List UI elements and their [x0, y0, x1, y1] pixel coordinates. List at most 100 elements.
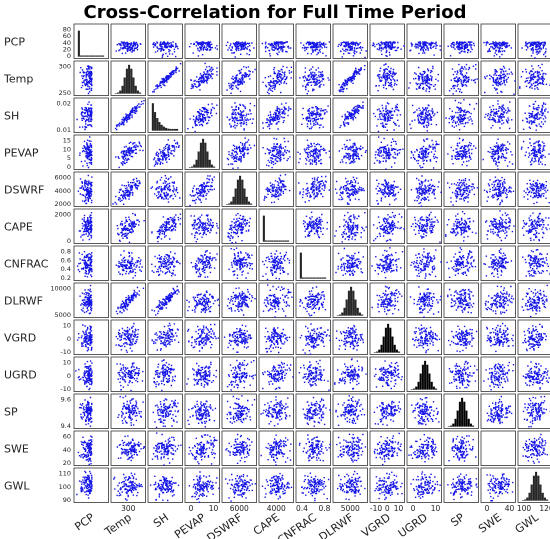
y-tick-label: 2000	[54, 211, 71, 219]
scatter-points	[373, 432, 402, 466]
x-tick-label: -10	[370, 504, 382, 513]
cell-SWE-PCP	[73, 430, 109, 466]
histogram-bar	[419, 373, 422, 390]
scatter-points	[115, 286, 145, 315]
cell-DLRWF-VGRD	[369, 282, 405, 318]
cell-frame	[184, 282, 220, 318]
scatter-points	[262, 102, 292, 130]
histogram-bar	[341, 312, 344, 316]
cell-DLRWF-SH	[147, 282, 183, 318]
histogram-bar	[306, 277, 309, 279]
scatter-points	[301, 105, 329, 130]
cell-SH-PCP	[73, 97, 109, 133]
histogram-bar	[121, 85, 124, 94]
cell-CAPE-PCP	[73, 208, 109, 244]
scatter-points	[484, 100, 513, 130]
x-tick-label: 10	[431, 504, 441, 513]
histogram-bar	[421, 364, 424, 390]
histogram-bar	[352, 290, 355, 316]
cell-GWL-DLRWF	[332, 467, 368, 503]
scatter-points	[189, 41, 218, 57]
scatter-points	[150, 175, 181, 203]
cell-DSWRF-CNFRAC	[295, 171, 331, 207]
cell-frame	[480, 356, 516, 392]
cell-frame	[332, 467, 368, 503]
histogram-bar	[162, 126, 165, 131]
cell-VGRD-CAPE	[258, 319, 294, 355]
cell-DSWRF-CAPE	[258, 171, 294, 207]
scatter-points	[410, 471, 441, 499]
x-tick-label: 10	[394, 504, 404, 513]
cell-SWE-SWE	[480, 430, 516, 466]
cell-DLRWF-SP	[443, 282, 479, 318]
cell-GWL-DSWRF	[221, 467, 257, 503]
cell-DSWRF-UGRD	[406, 171, 442, 207]
cell-PEVAP-DSWRF	[221, 134, 257, 170]
cell-Temp-GWL	[517, 60, 550, 96]
histogram-bar	[173, 128, 176, 131]
scatter-points	[339, 101, 364, 129]
scatter-points	[153, 139, 180, 167]
cell-frame	[443, 208, 479, 244]
histogram-bar	[247, 201, 250, 205]
y-tick-label: 5000	[54, 311, 71, 319]
cell-frame	[110, 134, 146, 170]
histogram-bar	[354, 299, 357, 316]
x-tick-label: 0.8	[319, 504, 331, 513]
histogram-bar	[282, 240, 285, 242]
histogram-bar	[136, 90, 139, 94]
cell-frame	[517, 356, 550, 392]
scatter-points	[151, 322, 180, 351]
cell-DLRWF-CAPE	[258, 282, 294, 318]
cell-DSWRF-GWL	[517, 171, 550, 207]
cell-frame	[184, 23, 220, 59]
histogram-bar	[428, 373, 431, 390]
histogram-bar	[452, 423, 455, 427]
histogram-bar	[250, 203, 253, 205]
scatter-points	[190, 250, 218, 278]
y-tick-label: 0.4	[61, 265, 71, 273]
histogram-bar	[241, 179, 244, 205]
scatter-points	[447, 288, 475, 314]
histogram-bar	[232, 196, 235, 205]
histogram-bar	[393, 344, 396, 353]
x-tick-label: 40	[505, 504, 515, 513]
row-label-DSWRF: DSWRF	[4, 183, 44, 196]
cell-VGRD-SWE	[480, 319, 516, 355]
histogram-bar	[343, 307, 346, 316]
cell-Temp-CNFRAC	[295, 60, 331, 96]
y-tick-label: 0.6	[61, 256, 71, 264]
cell-frame	[443, 282, 479, 318]
cell-GWL-CNFRAC	[295, 467, 331, 503]
scatter-points	[79, 65, 93, 95]
cell-UGRD-DSWRF	[221, 356, 257, 392]
cell-frame	[480, 134, 516, 170]
col-label-DLRWF: DLRWF	[317, 511, 356, 539]
histogram-bar	[93, 55, 96, 57]
cell-CAPE-CNFRAC	[295, 208, 331, 244]
x-tick-label: 0	[385, 504, 390, 513]
y-tick-label: 9.4	[61, 422, 71, 430]
cell-UGRD-VGRD	[369, 356, 405, 392]
scatter-points	[76, 251, 93, 278]
y-tick-label: 9.6	[61, 396, 71, 404]
histogram-bar	[202, 138, 205, 168]
x-tick-label: 300	[121, 504, 136, 513]
scatter-points	[189, 175, 215, 207]
row-label-Temp: Temp	[3, 72, 33, 85]
histogram-bar	[267, 240, 270, 242]
histogram-bar	[324, 277, 327, 279]
x-tick-label: 5000	[341, 504, 360, 513]
row-label-PCP: PCP	[4, 35, 25, 48]
scatter-points	[152, 41, 179, 58]
cell-DLRWF-DLRWF	[332, 282, 368, 318]
scatter-points	[76, 470, 93, 499]
cell-Temp-SWE	[480, 60, 516, 96]
cell-PCP-DSWRF	[221, 23, 257, 59]
scatter-points	[262, 284, 293, 318]
cell-PEVAP-CNFRAC	[295, 134, 331, 170]
histogram-bar	[317, 277, 320, 279]
cell-CAPE-PEVAP	[184, 208, 220, 244]
scatter-points	[151, 251, 181, 277]
cell-SWE-Temp	[110, 430, 146, 466]
